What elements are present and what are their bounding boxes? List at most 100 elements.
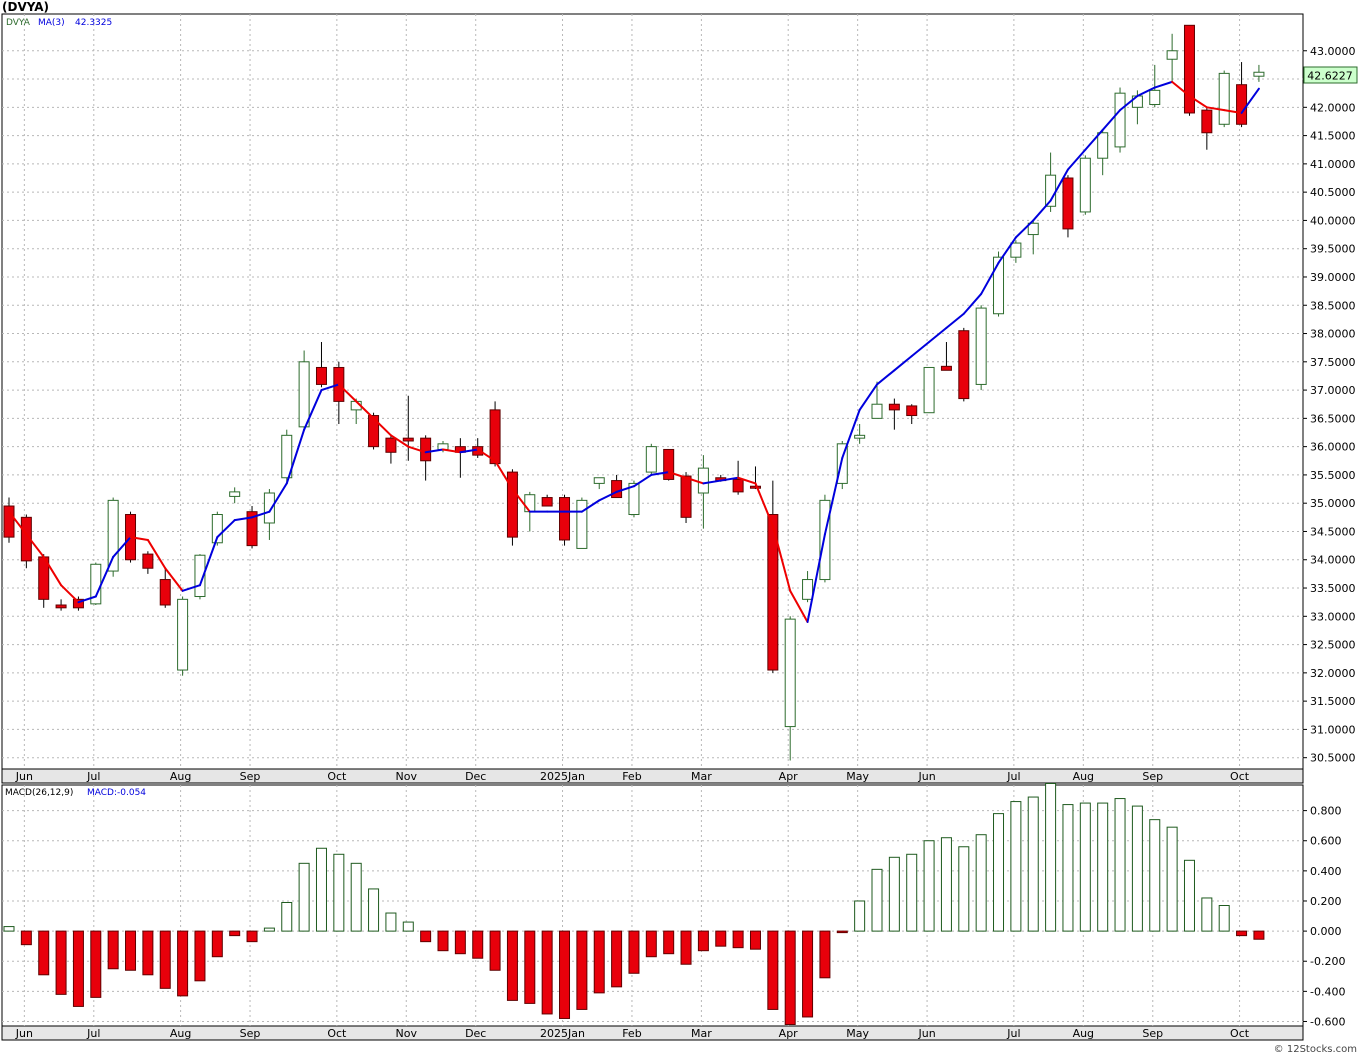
ma3-line-segment <box>893 355 913 372</box>
macd-bar <box>385 912 397 932</box>
macd-bar <box>1097 802 1109 932</box>
macd-bar <box>1010 801 1022 932</box>
ma3-line-segment <box>285 428 306 485</box>
macd-date-label: Oct <box>327 1027 347 1040</box>
macd-bar <box>38 930 50 976</box>
candle-body <box>3 505 15 538</box>
ma3-line-segment <box>667 471 688 479</box>
macd-date-label: Oct <box>1230 1027 1250 1040</box>
macd-bar <box>541 930 553 1015</box>
candle-body <box>1183 24 1195 114</box>
price-axis-tick-label: 43.0000 <box>1310 45 1356 58</box>
macd-bar <box>593 930 605 994</box>
candle-body <box>194 554 206 598</box>
price-date-label: Jul <box>86 770 100 783</box>
ma3-line-segment <box>77 595 97 604</box>
macd-bar <box>177 930 189 997</box>
ma3-line-segment <box>823 456 844 536</box>
ma3-line-segment <box>268 482 288 513</box>
price-date-label: Nov <box>396 770 418 783</box>
macd-bar <box>819 930 831 979</box>
macd-bar <box>888 856 900 932</box>
candle-body <box>20 516 32 562</box>
ma3-line-segment <box>789 589 809 623</box>
ma3-line-segment <box>702 479 722 485</box>
macd-bar <box>993 813 1005 932</box>
price-date-strip <box>1 768 1304 784</box>
ma3-line-segment <box>1084 128 1104 151</box>
macd-bar <box>20 930 32 946</box>
macd-bar <box>90 930 102 998</box>
ma3-line-segment <box>476 448 497 462</box>
macd-bar <box>1062 804 1074 932</box>
macd-bar <box>194 930 206 982</box>
ma3-line-segment <box>389 434 410 448</box>
macd-bar <box>836 930 848 934</box>
macd-bar <box>281 901 293 932</box>
price-axis-tick-label: 31.5000 <box>1310 695 1356 708</box>
ma3-line-segment <box>997 236 1017 264</box>
macd-bar <box>975 834 987 932</box>
candle-body <box>72 598 84 609</box>
macd-bar <box>368 888 380 932</box>
price-axis-tick-label: 34.0000 <box>1310 554 1356 567</box>
ma3-line-segment <box>1240 87 1260 114</box>
ma3-line-segment <box>181 584 201 592</box>
macd-bar <box>697 930 709 952</box>
ma3-line-segment <box>1223 109 1243 114</box>
macd-bar <box>559 930 571 1019</box>
price-axis-tick-label: 37.0000 <box>1310 384 1356 397</box>
ma3-line-segment <box>112 536 132 558</box>
candle-body <box>506 471 518 538</box>
macd-axis-tick-label: 0.400 <box>1310 865 1342 878</box>
macd-bar <box>749 930 761 950</box>
candle-body <box>680 475 692 518</box>
macd-date-label: Jun <box>917 1027 935 1040</box>
price-axis-tick-label: 41.5000 <box>1310 130 1356 143</box>
macd-bar <box>125 930 137 971</box>
price-axis-tick-label: 33.0000 <box>1310 610 1356 623</box>
ma3-line-segment <box>754 482 774 527</box>
candle-body <box>576 499 588 549</box>
ma3-line-segment <box>60 584 80 604</box>
watermark: © 12Stocks.com <box>1274 1044 1357 1055</box>
macd-bar <box>645 930 657 958</box>
price-date-label: Sep <box>240 770 261 783</box>
macd-date-label: Feb <box>622 1027 641 1040</box>
candle-body <box>611 480 623 499</box>
ma3-line-segment <box>1049 168 1069 202</box>
ma3-line-segment <box>910 341 931 358</box>
candle-body <box>1062 177 1074 230</box>
price-axis-tick-label: 37.5000 <box>1310 356 1356 369</box>
price-date-label: May <box>846 770 869 783</box>
candle-body <box>1201 109 1213 134</box>
macd-bar <box>715 930 727 947</box>
candle-body <box>1236 84 1248 125</box>
price-axis-tick-label: 39.5000 <box>1310 243 1356 256</box>
macd-axis-tick-label: -0.200 <box>1310 955 1345 968</box>
candle-body <box>819 499 831 581</box>
price-panel: 30.5000 31.0000 31.5000 32.0000 32.5000 33.00… <box>1 13 1356 784</box>
candle-body <box>315 366 327 385</box>
ma3-line-segment <box>598 490 618 502</box>
macd-date-label: May <box>846 1027 869 1040</box>
price-date-label: Mar <box>691 770 712 783</box>
ma3-line-segment <box>1136 86 1156 98</box>
macd-bar <box>333 853 345 932</box>
candle-body <box>298 361 310 428</box>
candle-body <box>281 434 293 479</box>
macd-bar <box>1236 930 1248 937</box>
price-axis-tick-label: 39.0000 <box>1310 271 1356 284</box>
price-date-label: Aug <box>1073 770 1094 783</box>
macd-axis-tick-label: -0.600 <box>1310 1015 1345 1028</box>
macd-bar <box>680 930 692 965</box>
price-date-label: Dec <box>465 770 486 783</box>
macd-bar <box>611 930 623 988</box>
macd-date-label: Dec <box>465 1027 486 1040</box>
macd-bar <box>402 921 414 932</box>
ma3-line-segment <box>216 519 236 539</box>
macd-bar <box>1045 782 1057 932</box>
ma3-line-segment <box>1032 199 1052 222</box>
price-date-label: Jun <box>917 770 935 783</box>
